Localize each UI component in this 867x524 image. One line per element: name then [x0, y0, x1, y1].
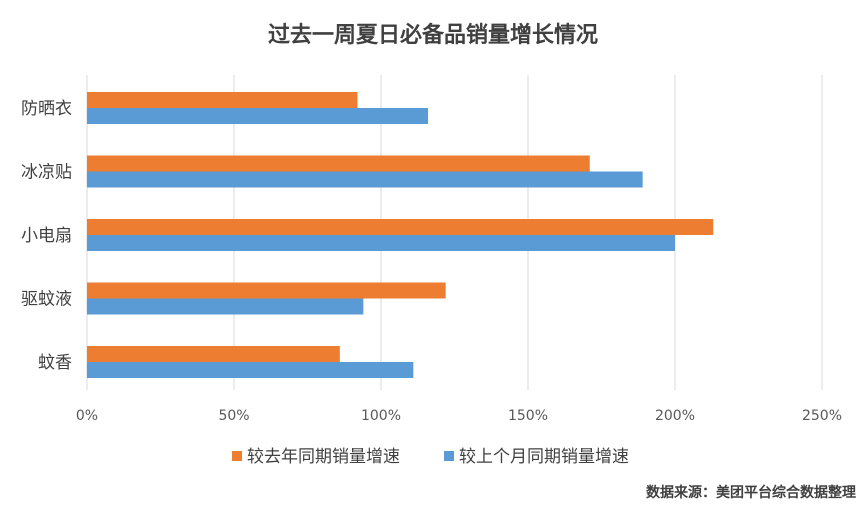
legend-label: 较去年同期销量增速	[247, 447, 400, 467]
legend-swatch	[232, 451, 242, 461]
bar-yoy-2	[87, 219, 714, 235]
x-tick-label: 150%	[508, 408, 548, 424]
x-tick-label: 100%	[361, 408, 401, 424]
legend-swatch	[444, 451, 454, 461]
category-label: 防晒衣	[21, 99, 72, 119]
bar-mom-2	[87, 235, 675, 251]
x-tick-label: 0%	[76, 408, 98, 424]
x-tick-label: 200%	[655, 408, 695, 424]
x-axis-tick-labels: 0% 50% 100% 150% 200% 250%	[76, 408, 842, 424]
bar-yoy-3	[87, 282, 446, 299]
bar-mom-0	[87, 108, 429, 124]
bar-mom-3	[87, 298, 364, 315]
category-label: 蚊香	[38, 353, 72, 373]
category-label: 驱蚊液	[21, 290, 72, 310]
bar-yoy-1	[87, 155, 590, 172]
category-label: 冰凉贴	[21, 163, 72, 183]
bar-yoy-0	[87, 92, 358, 108]
bar-mom-1	[87, 171, 643, 188]
category-label: 小电扇	[21, 226, 72, 246]
chart-title: 过去一周夏日必备品销量增长情况	[268, 22, 598, 48]
x-tick-label: 50%	[218, 408, 249, 424]
x-tick-label: 250%	[802, 408, 842, 424]
bars	[87, 92, 714, 378]
legend-label: 较上个月同期销量增速	[459, 447, 629, 467]
bar-mom-4	[87, 362, 414, 378]
legend: 较去年同期销量增速 较上个月同期销量增速	[232, 447, 629, 467]
source-note: 数据来源：美团平台综合数据整理	[646, 484, 856, 501]
bar-yoy-4	[87, 346, 340, 362]
